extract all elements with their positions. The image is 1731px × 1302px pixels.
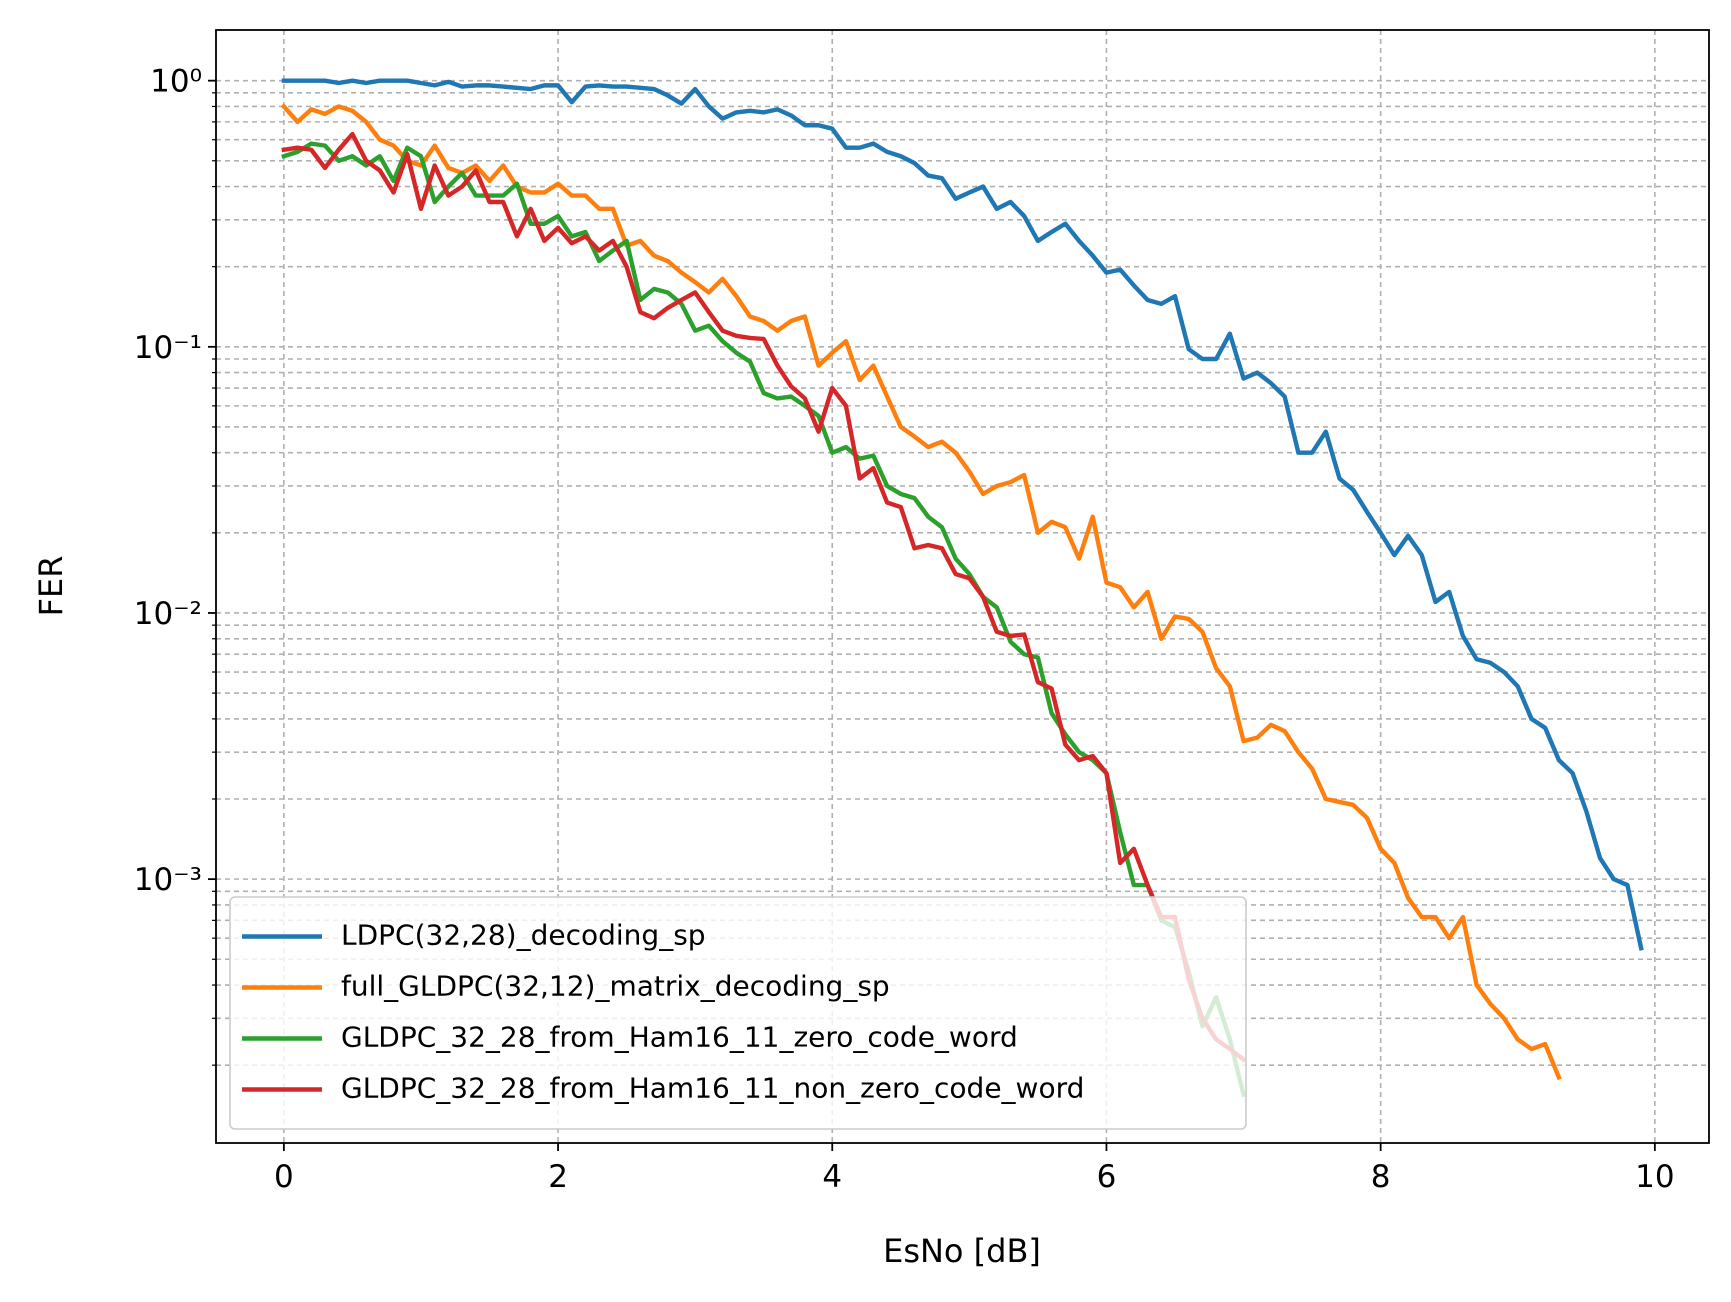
y-tick-label: 10⁰ <box>150 64 202 100</box>
legend-label: GLDPC_32_28_from_Ham16_11_non_zero_code_… <box>341 1072 1084 1105</box>
x-tick-label: 6 <box>1097 1159 1117 1195</box>
ticks: 0 2 4 6 8 10 10⁻³ 10⁻² 10⁻¹ 10⁰ <box>134 64 1675 1195</box>
y-tick-label: 10⁻² <box>134 596 202 632</box>
grid <box>216 30 1709 1143</box>
x-tick-label: 4 <box>822 1159 842 1195</box>
axes-frame <box>215 29 1710 1144</box>
y-tick-label: 10⁻³ <box>134 862 202 898</box>
x-axis-label: EsNo [dB] <box>883 1232 1041 1270</box>
x-tick-label: 0 <box>274 1159 294 1195</box>
series-line <box>281 131 1247 1063</box>
y-tick-label: 10⁻¹ <box>134 330 202 366</box>
x-tick-label: 8 <box>1371 1159 1391 1195</box>
legend: LDPC(32,28)_decoding_sp full_GLDPC(32,12)… <box>229 896 1247 1130</box>
legend-box <box>229 896 1247 1130</box>
series-line <box>280 103 1562 1081</box>
x-tick-label: 10 <box>1635 1159 1674 1195</box>
legend-label: GLDPC_32_28_from_Ham16_11_zero_code_word <box>341 1021 1018 1054</box>
series-line <box>281 78 1644 951</box>
plot-lines <box>280 78 1644 1098</box>
series-line <box>281 141 1247 1098</box>
x-tick-label: 2 <box>548 1159 568 1195</box>
legend-label: full_GLDPC(32,12)_matrix_decoding_sp <box>341 970 890 1003</box>
legend-label: LDPC(32,28)_decoding_sp <box>341 919 706 952</box>
y-axis-label: FER <box>32 556 70 617</box>
